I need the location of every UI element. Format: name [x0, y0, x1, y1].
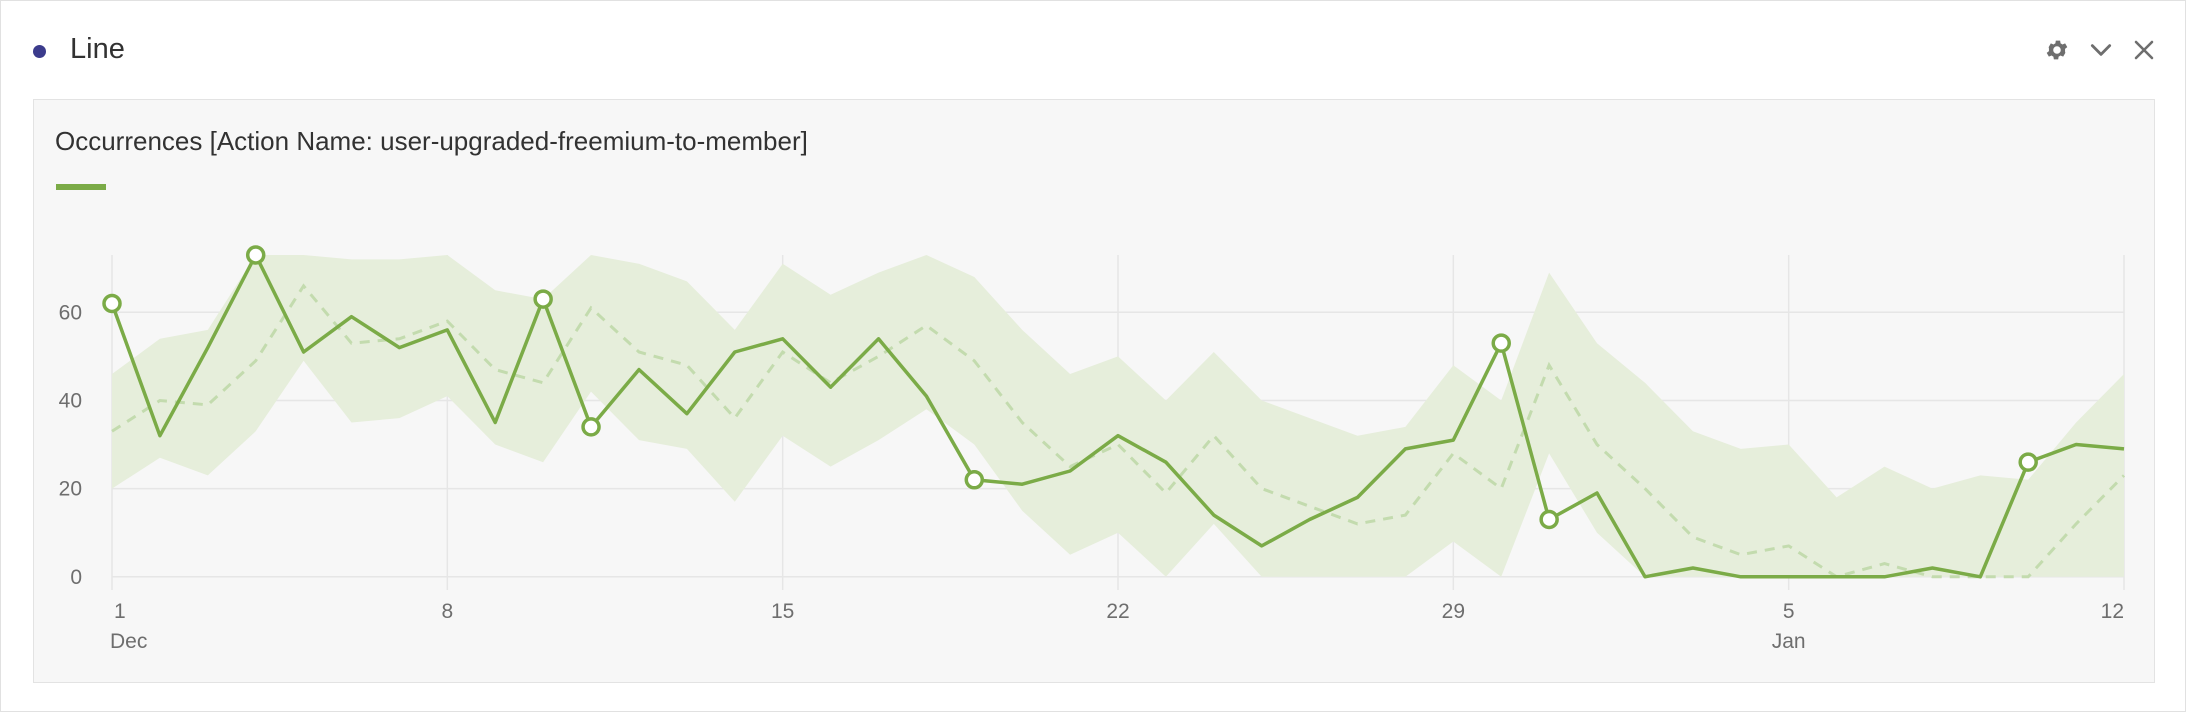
- confidence-band: [112, 255, 2124, 577]
- y-tick-label: 20: [59, 478, 82, 501]
- x-tick-label: 5: [1783, 600, 1795, 623]
- x-tick-sublabel: Dec: [110, 630, 147, 653]
- line-chart-plot: 0 20 40 60 1 Dec 8 15 22 29 5 Jan 12: [59, 245, 2126, 653]
- anomaly-point: [581, 417, 601, 437]
- legend-swatch: [56, 184, 106, 190]
- panel-title: Line: [70, 33, 125, 65]
- x-tick-label: 1: [114, 600, 126, 623]
- line-visualization: Occurrences [Action Name: user-upgraded-…: [33, 99, 2155, 683]
- gear-icon[interactable]: [2040, 33, 2074, 67]
- y-tick-label: 0: [70, 566, 82, 589]
- anomaly-point: [2018, 452, 2038, 472]
- y-tick-label: 60: [59, 301, 82, 324]
- forecast-line: [111, 283, 2126, 579]
- anomaly-point: [245, 245, 266, 265]
- panel-header: Line: [1, 1, 2185, 97]
- x-tick-label: 8: [441, 600, 453, 623]
- anomaly-point: [1539, 509, 1559, 530]
- chart-title: Occurrences [Action Name: user-upgraded-…: [55, 126, 808, 156]
- x-tick-label: 12: [2101, 600, 2124, 623]
- chevron-down-icon[interactable]: [2084, 33, 2118, 67]
- x-tick-label: 22: [1106, 600, 1129, 623]
- x-tick-sublabel: Jan: [1772, 630, 1806, 653]
- x-tick-label: 15: [771, 600, 794, 623]
- anomaly-point: [964, 470, 985, 490]
- anomaly-point: [533, 289, 553, 309]
- close-icon[interactable]: [2127, 33, 2161, 67]
- anomaly-point: [102, 293, 122, 314]
- series-line: [110, 253, 2125, 579]
- y-tick-label: 40: [59, 389, 82, 412]
- status-dot: [33, 45, 46, 58]
- x-tick-label: 29: [1442, 600, 1465, 623]
- anomaly-point: [1491, 333, 1511, 353]
